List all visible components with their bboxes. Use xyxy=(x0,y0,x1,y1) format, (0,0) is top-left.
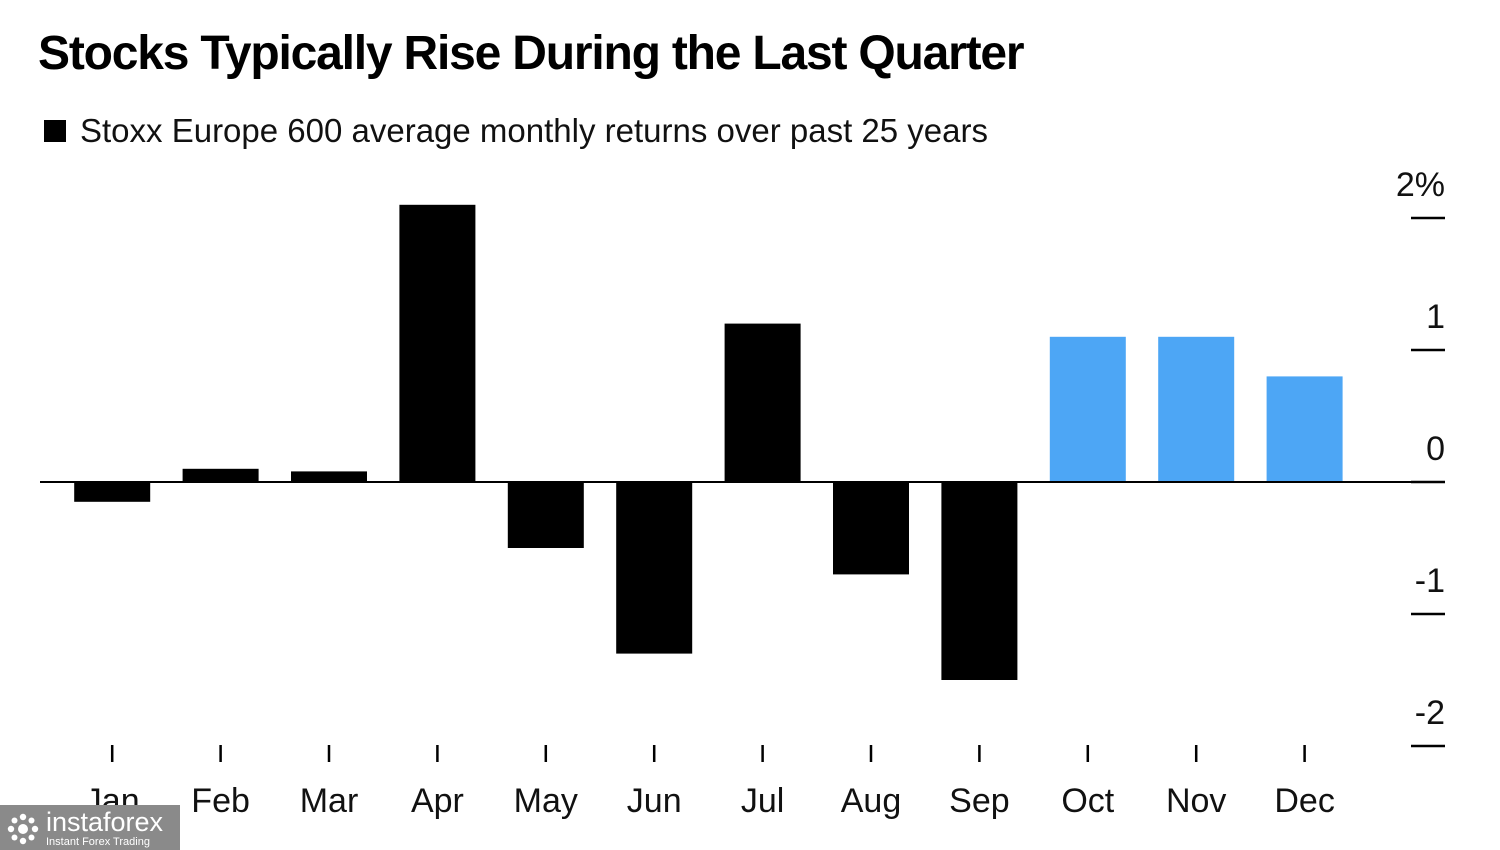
bar-oct xyxy=(1049,336,1126,482)
legend: Stoxx Europe 600 average monthly returns… xyxy=(44,112,988,150)
bar-jun xyxy=(616,482,693,654)
y-tick-label: 0 xyxy=(1426,430,1445,468)
legend-label: Stoxx Europe 600 average monthly returns… xyxy=(80,112,988,149)
x-tick-label-may: May xyxy=(514,782,578,820)
y-axis: 2% 1 0 -1 -2 xyxy=(1396,166,1445,748)
y-tick-label: -1 xyxy=(1415,562,1445,600)
watermark-name: instaforex xyxy=(46,807,164,837)
instaforex-logo-icon xyxy=(7,813,39,844)
x-tick-label-apr: Apr xyxy=(411,782,464,820)
bar-jul xyxy=(724,323,801,482)
watermark-tagline: Instant Forex Trading xyxy=(46,836,150,848)
bar-dec xyxy=(1266,376,1343,482)
bar-aug xyxy=(833,482,909,575)
bar-nov xyxy=(1158,336,1235,482)
x-tick-label-nov: Nov xyxy=(1166,782,1226,820)
x-tick-label-feb: Feb xyxy=(191,782,250,820)
bar-sep xyxy=(941,482,1018,680)
chart-title: Stocks Typically Rise During the Last Qu… xyxy=(38,27,1025,80)
legend-swatch xyxy=(44,120,66,142)
x-axis: Jan Feb Mar Apr May Jun Jul Aug Sep Oct Nov Dec xyxy=(85,745,1335,820)
x-tick-label-jul: Jul xyxy=(741,782,784,820)
y-tick-label: 2% xyxy=(1396,166,1445,204)
y-tick-label: -2 xyxy=(1415,694,1445,732)
bar-jan xyxy=(74,482,151,502)
x-tick-label-oct: Oct xyxy=(1061,782,1114,820)
bar-mar xyxy=(291,471,367,482)
x-tick-label-sep: Sep xyxy=(949,782,1010,820)
x-tick-label-jun: Jun xyxy=(627,782,682,820)
bars-layer xyxy=(74,204,1343,680)
bar-feb xyxy=(182,468,259,482)
watermark-badge: instaforex Instant Forex Trading xyxy=(0,805,180,850)
bar-apr xyxy=(399,204,476,483)
x-tick-label-aug: Aug xyxy=(841,782,902,820)
y-tick-label: 1 xyxy=(1426,298,1445,336)
x-tick-label-mar: Mar xyxy=(300,782,359,820)
bar-may xyxy=(507,482,584,548)
x-tick-label-dec: Dec xyxy=(1274,782,1334,820)
